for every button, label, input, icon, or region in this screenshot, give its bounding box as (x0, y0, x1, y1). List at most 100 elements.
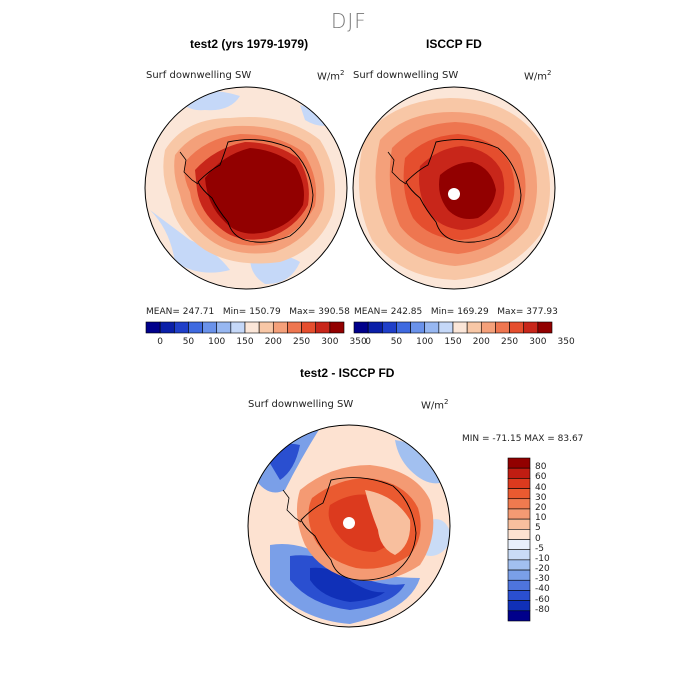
diff-colorbar-swatch (507, 467, 531, 479)
obs-colorbar (353, 321, 553, 334)
obs-colorbar-tick-label: 250 (500, 337, 519, 347)
model-colorbar-swatch (301, 321, 317, 334)
obs-variable-label: Surf downwelling SW (353, 70, 459, 81)
model-colorbar-swatch (287, 321, 302, 334)
model-colorbar-swatch (315, 321, 331, 334)
obs-map (353, 87, 555, 289)
diff-variable-label: Surf downwelling SW (248, 399, 354, 410)
model-colorbar-tick-label: 50 (182, 337, 195, 347)
model-stats: MEAN= 247.71 Min= 150.79 Max= 390.58 (146, 307, 350, 317)
diff-colorbar-swatch (507, 508, 531, 520)
diff-map-outline (247, 424, 451, 628)
obs-colorbar-swatch (396, 321, 411, 334)
model-mean: MEAN= 247.71 (146, 307, 215, 317)
diff-colorbar-tick-label: 5 (535, 523, 541, 534)
obs-colorbar-swatch (480, 321, 496, 334)
diff-colorbar-swatch (507, 498, 531, 510)
model-units-label: W/m2 (317, 69, 345, 83)
model-colorbar-tick-label: 300 (321, 337, 339, 347)
season-title: DJF (331, 9, 367, 33)
obs-colorbar-swatch (509, 321, 525, 334)
model-colorbar-tick-label: 250 (292, 337, 311, 347)
diff-colorbar-tick-label: 30 (535, 492, 547, 503)
diff-panel-title: test2 - ISCCP FD (300, 366, 395, 380)
model-map (145, 87, 347, 289)
obs-colorbar-tick-label: 100 (416, 337, 434, 347)
obs-panel-title: ISCCP FD (426, 37, 482, 51)
obs-colorbar-swatch (537, 321, 553, 334)
model-colorbar-swatch (230, 321, 246, 334)
model-max: Max= 390.58 (289, 307, 350, 317)
obs-colorbar-swatch (410, 321, 426, 334)
diff-colorbar-swatch (507, 539, 531, 550)
obs-colorbar-swatch (367, 321, 383, 334)
model-min: Min= 150.79 (222, 307, 281, 317)
diff-units-label: W/m2 (421, 398, 449, 412)
obs-colorbar-swatch (523, 321, 539, 334)
obs-mean: MEAN= 242.85 (354, 307, 423, 317)
obs-colorbar-swatch (353, 321, 369, 334)
obs-colorbar-swatch (452, 321, 468, 334)
diff-colorbar-tick-label: 80 (535, 462, 547, 473)
model-colorbar (145, 321, 345, 334)
diff-colorbar-tick-label: -5 (535, 543, 544, 554)
obs-colorbar-tick-label: 350 (557, 337, 575, 347)
model-colorbar-swatch (202, 321, 218, 334)
diff-colorbar-swatch (507, 569, 531, 581)
model-colorbar-swatch (216, 321, 232, 334)
diff-colorbar-swatch (507, 579, 531, 591)
diff-colorbar-swatch (507, 518, 531, 530)
diff-colorbar-tick-label: -80 (535, 604, 550, 615)
obs-colorbar-tick-label: 150 (444, 337, 462, 347)
diff-colorbar-tick-label: -60 (535, 594, 550, 605)
model-colorbar-swatch (188, 321, 203, 334)
model-colorbar-swatch (173, 321, 189, 334)
obs-colorbar-tick-label: 200 (472, 337, 490, 347)
diff-colorbar-tick-label: -30 (535, 574, 550, 585)
model-colorbar-tick-label: 350 (349, 337, 367, 347)
diff-colorbar-tick-label: -20 (535, 564, 550, 575)
diff-colorbar-tick-label: 20 (535, 502, 547, 513)
diff-colorbar-tick-label: 60 (535, 472, 547, 483)
diff-colorbar-tick-label: 40 (535, 482, 547, 493)
obs-min: Min= 169.29 (430, 307, 489, 317)
diff-colorbar-swatch (507, 478, 531, 489)
diff-map (248, 425, 450, 627)
obs-colorbar-tick-label: 50 (390, 337, 403, 347)
model-colorbar-swatch (145, 321, 161, 334)
obs-colorbar-swatch (495, 321, 510, 334)
model-colorbar-swatch (272, 321, 288, 334)
diff-colorbar-swatch (507, 549, 531, 561)
obs-colorbar-tick-label: 0 (365, 337, 371, 347)
diff-colorbar-swatch (507, 610, 531, 622)
obs-colorbar-swatch (438, 321, 454, 334)
diff-colorbar-swatch (507, 529, 531, 540)
obs-colorbar-tick-label: 300 (529, 337, 547, 347)
model-colorbar-tick-label: 0 (157, 337, 163, 347)
model-colorbar-swatch (244, 321, 260, 334)
diff-minmax: MIN = -71.15 MAX = 83.67 (462, 434, 584, 444)
model-colorbar-tick-label: 100 (208, 337, 226, 347)
diff-colorbar (507, 457, 531, 622)
diff-colorbar-tick-label: -40 (535, 584, 550, 595)
diff-colorbar-swatch (507, 488, 531, 500)
model-colorbar-swatch (329, 321, 345, 334)
diff-colorbar-tick-label: 10 (535, 513, 547, 524)
model-variable-label: Surf downwelling SW (146, 70, 252, 81)
model-panel-title: test2 (yrs 1979-1979) (190, 37, 309, 51)
diff-colorbar-swatch (507, 600, 531, 612)
diff-colorbar-swatch (507, 559, 531, 571)
obs-map-outline (352, 86, 556, 290)
model-colorbar-swatch (258, 321, 274, 334)
obs-colorbar-swatch (381, 321, 397, 334)
diff-colorbar-tick-label: -10 (535, 553, 550, 564)
obs-stats: MEAN= 242.85 Min= 169.29 Max= 377.93 (354, 307, 558, 317)
obs-max: Max= 377.93 (497, 307, 558, 317)
model-colorbar-tick-label: 200 (264, 337, 282, 347)
diff-colorbar-tick-label: 0 (535, 533, 541, 544)
diff-colorbar-swatch (507, 457, 531, 469)
obs-colorbar-swatch (424, 321, 440, 334)
obs-units-label: W/m2 (524, 69, 552, 83)
diff-colorbar-swatch (507, 590, 531, 601)
